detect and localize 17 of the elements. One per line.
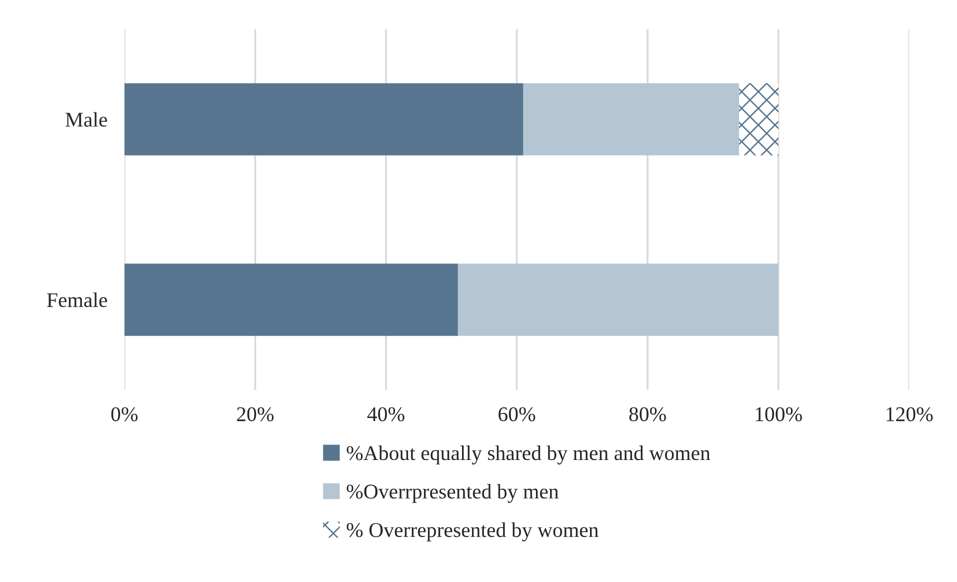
x-tick-label: 60% [498,407,536,422]
bar [458,264,778,336]
legend-label: %About equally shared by men and women [346,446,710,464]
x-tick-label: 0% [111,407,138,422]
bar [124,264,458,336]
legend-label: %Overrpresented by men [346,484,559,503]
legend-label: % Overrepresented by women [346,522,598,542]
x-tick-label: 40% [367,407,404,422]
x-tick-label: 120% [886,407,933,422]
x-tick-label: 20% [237,407,274,422]
y-tick-label: Female [47,292,108,308]
y-tick-label: Male [66,112,108,127]
bar [124,83,524,156]
x-tick-label: 80% [629,407,666,422]
bar [523,83,740,156]
bar [739,83,778,156]
x-tick-label: 100% [756,407,802,422]
